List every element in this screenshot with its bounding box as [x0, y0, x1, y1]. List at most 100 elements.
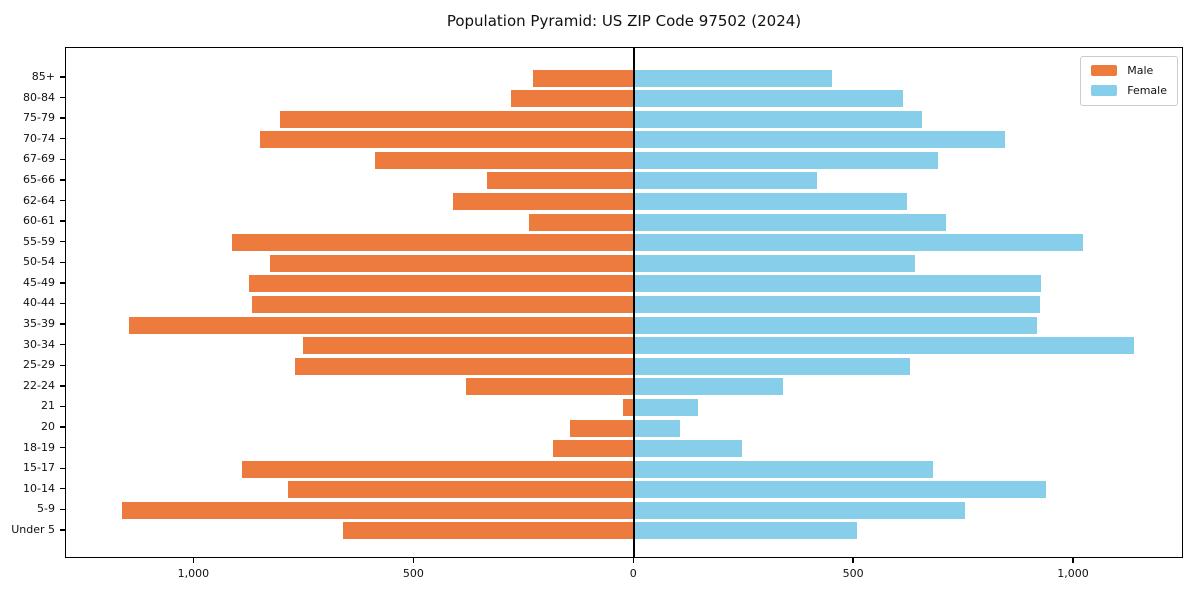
y-tick-label-15-17: 15-17 — [23, 461, 55, 475]
x-tick-label-500: 500 — [402, 567, 424, 580]
bar-male-18-19 — [552, 440, 635, 458]
x-tick-label-1-000: 1,000 — [1057, 567, 1089, 580]
y-tick-mark — [60, 117, 65, 119]
y-tick-mark — [60, 529, 65, 531]
bar-male-20 — [569, 419, 635, 437]
y-tick-mark — [60, 76, 65, 78]
y-tick-mark — [60, 241, 65, 243]
bar-male-70-74 — [260, 131, 635, 149]
bar-female-15-17 — [634, 460, 934, 478]
x-tick-mark — [1072, 558, 1074, 563]
y-tick-mark — [60, 220, 65, 222]
x-tick-label-0: 0 — [629, 567, 637, 580]
bar-female-70-74 — [634, 131, 1005, 149]
x-tick-label-500: 500 — [842, 567, 864, 580]
bar-female-25-29 — [634, 357, 910, 375]
bar-male-75-79 — [280, 110, 635, 128]
y-tick-mark — [60, 179, 65, 181]
bar-male-21 — [623, 398, 635, 416]
bar-female-75-79 — [634, 110, 923, 128]
y-tick-mark — [60, 385, 65, 387]
bar-male-25-29 — [295, 357, 635, 375]
y-tick-mark — [60, 426, 65, 428]
y-tick-label-60-61: 60-61 — [23, 214, 55, 228]
y-tick-label-21: 21 — [41, 399, 55, 413]
bar-female-67-69 — [634, 151, 938, 169]
y-tick-label-30-34: 30-34 — [23, 337, 55, 351]
y-tick-label-18-19: 18-19 — [23, 440, 55, 454]
bar-female-80-84 — [634, 90, 903, 108]
x-tick-mark — [412, 558, 415, 563]
bar-male-67-69 — [374, 151, 635, 169]
y-tick-label-55-59: 55-59 — [23, 234, 55, 248]
y-tick-label-50-54: 50-54 — [23, 255, 55, 269]
y-tick-label-under-5: Under 5 — [11, 522, 55, 536]
bar-male-50-54 — [270, 254, 635, 272]
y-tick-label-5-9: 5-9 — [37, 502, 55, 516]
bar-female-50-54 — [634, 254, 915, 272]
x-tick-mark — [852, 558, 854, 563]
bar-female-62-64 — [634, 193, 908, 211]
bar-male-5-9 — [121, 501, 635, 519]
y-tick-label-67-69: 67-69 — [23, 152, 55, 166]
bar-female-20 — [634, 419, 680, 437]
bar-female-45-49 — [634, 275, 1041, 293]
y-tick-label-40-44: 40-44 — [23, 296, 55, 310]
y-tick-label-75-79: 75-79 — [23, 111, 55, 125]
bar-male-22-24 — [466, 378, 635, 396]
y-tick-label-25-29: 25-29 — [23, 358, 55, 372]
y-tick-label-45-49: 45-49 — [23, 275, 55, 289]
legend-female-label: Female — [1127, 84, 1167, 97]
y-tick-mark — [60, 343, 65, 346]
legend-male-label: Male — [1127, 64, 1154, 77]
y-tick-label-10-14: 10-14 — [23, 481, 55, 495]
bar-male-under-5 — [343, 522, 635, 540]
bar-female-5-9 — [634, 501, 965, 519]
bar-female-60-61 — [634, 213, 946, 231]
y-tick-mark — [60, 364, 65, 366]
bar-male-40-44 — [252, 295, 635, 313]
zero-axis-line — [633, 48, 636, 557]
y-tick-mark — [60, 405, 65, 408]
chart-title: Population Pyramid: US ZIP Code 97502 (2… — [446, 12, 802, 30]
y-tick-label-35-39: 35-39 — [23, 317, 55, 331]
y-tick-mark — [60, 488, 65, 490]
bar-male-60-61 — [528, 213, 635, 231]
bar-male-35-39 — [129, 316, 635, 334]
bar-female-under-5 — [634, 522, 857, 540]
bar-male-10-14 — [287, 481, 635, 499]
y-tick-label-65-66: 65-66 — [23, 172, 55, 186]
y-tick-label-20: 20 — [41, 420, 55, 434]
y-tick-mark — [60, 199, 65, 202]
x-tick-mark — [192, 558, 195, 563]
bar-female-18-19 — [634, 440, 742, 458]
y-tick-mark — [60, 467, 65, 469]
bar-male-85 — [533, 69, 635, 87]
y-tick-mark — [60, 261, 65, 263]
bar-female-21 — [634, 398, 698, 416]
bar-female-85 — [634, 69, 833, 87]
plot-area: Male Female — [65, 47, 1183, 558]
bar-male-55-59 — [231, 234, 635, 252]
y-tick-mark — [60, 96, 65, 99]
legend-male-swatch — [1091, 65, 1118, 76]
y-tick-mark — [60, 282, 65, 284]
y-tick-label-70-74: 70-74 — [23, 131, 55, 145]
bar-female-35-39 — [634, 316, 1037, 334]
x-tick-label-1-000: 1,000 — [177, 567, 210, 580]
bar-male-62-64 — [453, 193, 635, 211]
bar-male-80-84 — [511, 90, 635, 108]
bar-female-22-24 — [634, 378, 783, 396]
legend-entry-male: Male — [1091, 64, 1167, 77]
bar-female-40-44 — [634, 295, 1041, 313]
x-tick-mark — [632, 558, 634, 563]
legend-entry-female: Female — [1091, 84, 1167, 97]
bar-female-65-66 — [634, 172, 817, 190]
y-tick-label-80-84: 80-84 — [23, 90, 55, 104]
y-tick-mark — [60, 446, 65, 449]
y-tick-mark — [60, 323, 65, 325]
y-tick-label-22-24: 22-24 — [23, 378, 55, 392]
bar-male-30-34 — [303, 337, 635, 355]
y-tick-mark — [60, 158, 65, 161]
